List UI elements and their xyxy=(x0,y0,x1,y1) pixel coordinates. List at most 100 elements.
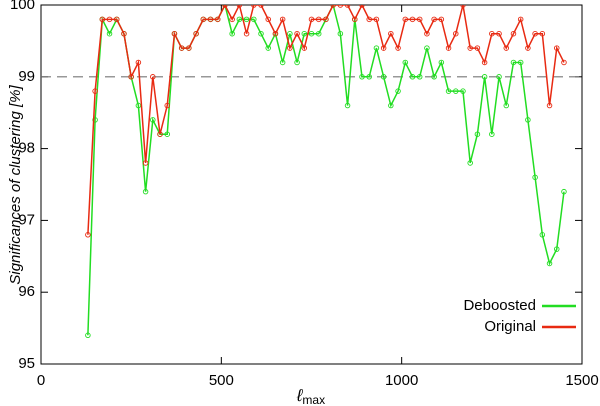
point xyxy=(85,332,91,339)
point xyxy=(510,30,517,37)
point xyxy=(92,88,98,94)
y-tick-label: 97 xyxy=(18,211,35,228)
point xyxy=(265,45,271,51)
legend-label: Deboosted xyxy=(463,297,536,314)
x-axis-label: ℓmax xyxy=(296,386,325,406)
point xyxy=(460,5,466,8)
point xyxy=(481,59,488,66)
point xyxy=(229,30,235,37)
point xyxy=(186,45,192,51)
point xyxy=(258,5,264,8)
point xyxy=(229,16,235,23)
point xyxy=(503,102,510,109)
point xyxy=(424,30,430,37)
point xyxy=(373,45,380,51)
point xyxy=(279,59,286,66)
point xyxy=(395,88,401,94)
point xyxy=(243,30,250,37)
point xyxy=(135,59,142,66)
point xyxy=(272,30,279,37)
series-line xyxy=(87,5,565,336)
point xyxy=(402,59,409,66)
point xyxy=(150,117,156,123)
point xyxy=(344,5,351,8)
point xyxy=(395,45,401,51)
point xyxy=(142,160,149,166)
point xyxy=(222,5,228,8)
point xyxy=(359,74,365,80)
point xyxy=(315,16,322,23)
plot-frame xyxy=(40,4,583,365)
y-tick-label: 98 xyxy=(18,140,35,157)
point xyxy=(496,74,502,80)
point xyxy=(207,16,214,23)
point xyxy=(489,30,495,37)
point xyxy=(171,30,178,37)
point xyxy=(373,16,380,23)
y-axis-label: Significances of clustering [%] xyxy=(7,85,24,285)
point xyxy=(554,45,560,51)
point xyxy=(539,30,546,37)
point xyxy=(236,5,243,8)
point xyxy=(265,16,271,23)
point xyxy=(546,260,553,267)
point xyxy=(380,74,387,80)
point xyxy=(330,5,336,8)
point xyxy=(200,16,207,23)
point xyxy=(517,59,524,66)
point xyxy=(438,16,445,23)
point xyxy=(294,30,300,37)
point xyxy=(388,102,394,109)
point xyxy=(409,74,416,80)
point xyxy=(445,88,452,94)
point xyxy=(481,74,488,80)
point xyxy=(308,16,315,23)
point xyxy=(301,45,308,51)
point xyxy=(352,16,358,23)
point xyxy=(532,174,538,181)
point xyxy=(517,16,524,23)
point xyxy=(561,59,567,66)
point xyxy=(546,102,553,109)
point xyxy=(178,45,185,51)
point xyxy=(388,30,394,37)
point xyxy=(431,16,437,23)
point xyxy=(85,232,91,238)
point xyxy=(287,30,293,37)
point xyxy=(106,30,113,37)
point xyxy=(402,16,409,23)
point xyxy=(431,74,437,80)
series-line xyxy=(87,5,565,235)
point xyxy=(236,16,243,23)
point xyxy=(294,59,300,66)
point xyxy=(424,45,430,51)
point xyxy=(366,16,372,23)
point xyxy=(460,88,466,94)
point xyxy=(453,88,459,94)
y-tick-label: 96 xyxy=(18,283,35,300)
point xyxy=(287,45,293,51)
point xyxy=(474,45,481,51)
point xyxy=(416,74,423,80)
point xyxy=(366,74,372,80)
x-tick-label: 1500 xyxy=(565,372,598,389)
point xyxy=(323,16,329,23)
point xyxy=(467,45,473,51)
point xyxy=(496,30,502,37)
point xyxy=(301,30,308,37)
point xyxy=(337,30,344,37)
point xyxy=(251,16,257,23)
point xyxy=(135,102,142,109)
x-label-symbol: ℓ xyxy=(296,386,303,405)
y-tick-label: 99 xyxy=(18,68,35,85)
point xyxy=(510,59,517,66)
point xyxy=(164,102,170,109)
point xyxy=(525,117,531,123)
point xyxy=(121,30,127,37)
point xyxy=(214,16,221,23)
point xyxy=(539,232,546,238)
point xyxy=(258,30,264,37)
point xyxy=(489,131,495,137)
x-tick-label: 0 xyxy=(37,372,45,389)
